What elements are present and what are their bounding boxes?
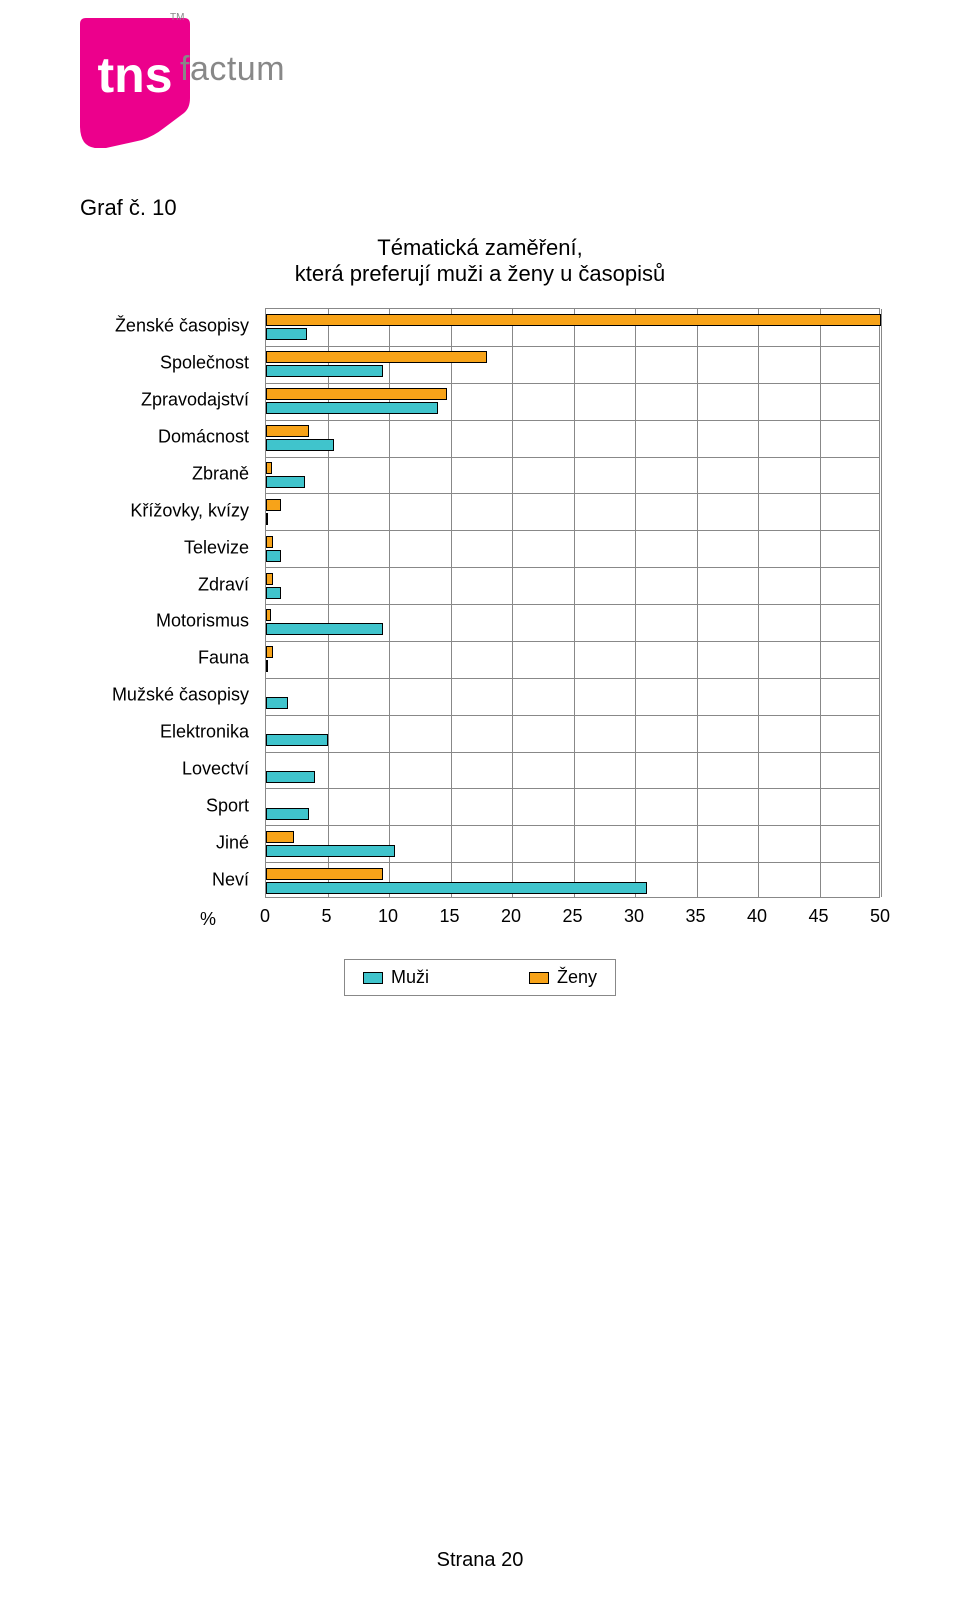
- logo-tm: TM: [170, 12, 184, 23]
- y-tick-label: Mužské časopisy: [112, 685, 249, 706]
- category-line: [266, 346, 879, 347]
- bar-zeny: [266, 536, 273, 548]
- bar-muzi: [266, 623, 383, 635]
- bar-zeny: [266, 314, 881, 326]
- plot-area: [265, 308, 880, 898]
- bar-zeny: [266, 609, 271, 621]
- gridline: [697, 309, 698, 897]
- bar-zeny: [266, 425, 309, 437]
- category-line: [266, 715, 879, 716]
- bar-zeny: [266, 868, 383, 880]
- gridline: [881, 309, 882, 897]
- x-tick-label: 0: [260, 906, 270, 927]
- y-tick-label: Elektronika: [160, 722, 249, 743]
- y-tick-label: Televize: [184, 537, 249, 558]
- logo-word1: tns: [98, 47, 173, 103]
- y-tick-label: Zpravodajství: [141, 390, 249, 411]
- gridline: [574, 309, 575, 897]
- bar-zeny: [266, 351, 487, 363]
- bar-zeny: [266, 388, 447, 400]
- y-tick-label: Zdraví: [198, 574, 249, 595]
- logo: tns: [80, 18, 190, 148]
- bar-zeny: [266, 573, 273, 585]
- y-axis: Ženské časopisy Společnost Zpravodajství Do…: [80, 308, 255, 948]
- category-line: [266, 420, 879, 421]
- x-tick-label: 35: [685, 906, 705, 927]
- category-line: [266, 383, 879, 384]
- bar-zeny: [266, 462, 272, 474]
- y-tick-label: Ženské časopisy: [115, 316, 249, 337]
- bar-muzi: [266, 734, 328, 746]
- x-tick-label: 30: [624, 906, 644, 927]
- x-tick-label: 40: [747, 906, 767, 927]
- y-tick-label: Jiné: [216, 832, 249, 853]
- bar-zeny: [266, 831, 294, 843]
- x-tick-label: 10: [378, 906, 398, 927]
- legend-label-muzi: Muži: [391, 967, 429, 987]
- y-tick-label: Zbraně: [192, 463, 249, 484]
- bar-muzi: [266, 365, 383, 377]
- y-tick-label: Neví: [212, 869, 249, 890]
- gridline: [451, 309, 452, 897]
- x-tick-label: 45: [808, 906, 828, 927]
- bar-muzi: [266, 697, 288, 709]
- x-tick-label: 50: [870, 906, 890, 927]
- category-line: [266, 567, 879, 568]
- page-title: Graf č. 10: [80, 195, 177, 221]
- bar-muzi: [266, 439, 334, 451]
- x-tick-label: 15: [439, 906, 459, 927]
- category-line: [266, 530, 879, 531]
- bar-muzi: [266, 328, 307, 340]
- bar-muzi: [266, 402, 438, 414]
- legend-label-zeny: Ženy: [557, 967, 597, 987]
- category-line: [266, 641, 879, 642]
- gridline: [635, 309, 636, 897]
- bar-zeny: [266, 499, 281, 511]
- bar-zeny: [266, 646, 273, 658]
- page-footer: Strana 20: [0, 1549, 960, 1572]
- bar-muzi: [266, 476, 305, 488]
- legend-swatch-muzi: [363, 972, 383, 984]
- category-line: [266, 493, 879, 494]
- x-axis-label: %: [200, 909, 216, 930]
- y-tick-label: Společnost: [160, 353, 249, 374]
- category-line: [266, 862, 879, 863]
- category-line: [266, 825, 879, 826]
- bar-muzi: [266, 771, 315, 783]
- chart: Ženské časopisy Společnost Zpravodajství Do…: [80, 308, 880, 948]
- category-line: [266, 752, 879, 753]
- x-tick-label: 20: [501, 906, 521, 927]
- x-axis-ticks: 05101520253035404550: [265, 904, 880, 926]
- category-line: [266, 457, 879, 458]
- legend-swatch-zeny: [529, 972, 549, 984]
- chart-title-line2: která preferují muži a ženy u časopisů: [295, 261, 666, 286]
- y-tick-label: Domácnost: [158, 427, 249, 448]
- gridline: [820, 309, 821, 897]
- y-tick-label: Křížovky, kvízy: [130, 500, 249, 521]
- chart-title-line1: Tématická zaměření,: [377, 235, 582, 260]
- category-line: [266, 788, 879, 789]
- gridline: [758, 309, 759, 897]
- gridline: [512, 309, 513, 897]
- y-tick-label: Motorismus: [156, 611, 249, 632]
- bar-muzi: [266, 882, 647, 894]
- y-tick-label: Sport: [206, 795, 249, 816]
- bar-muzi: [266, 513, 268, 525]
- logo-word2: factum: [180, 50, 285, 89]
- bar-muzi: [266, 660, 268, 672]
- bar-muzi: [266, 845, 395, 857]
- bar-muzi: [266, 808, 309, 820]
- category-line: [266, 678, 879, 679]
- chart-title: Tématická zaměření, která preferují muži…: [0, 235, 960, 287]
- category-line: [266, 604, 879, 605]
- legend: Muži Ženy: [80, 959, 880, 996]
- x-tick-label: 25: [562, 906, 582, 927]
- bar-muzi: [266, 587, 281, 599]
- x-tick-label: 5: [321, 906, 331, 927]
- bar-muzi: [266, 550, 281, 562]
- y-tick-label: Lovectví: [182, 758, 249, 779]
- y-tick-label: Fauna: [198, 648, 249, 669]
